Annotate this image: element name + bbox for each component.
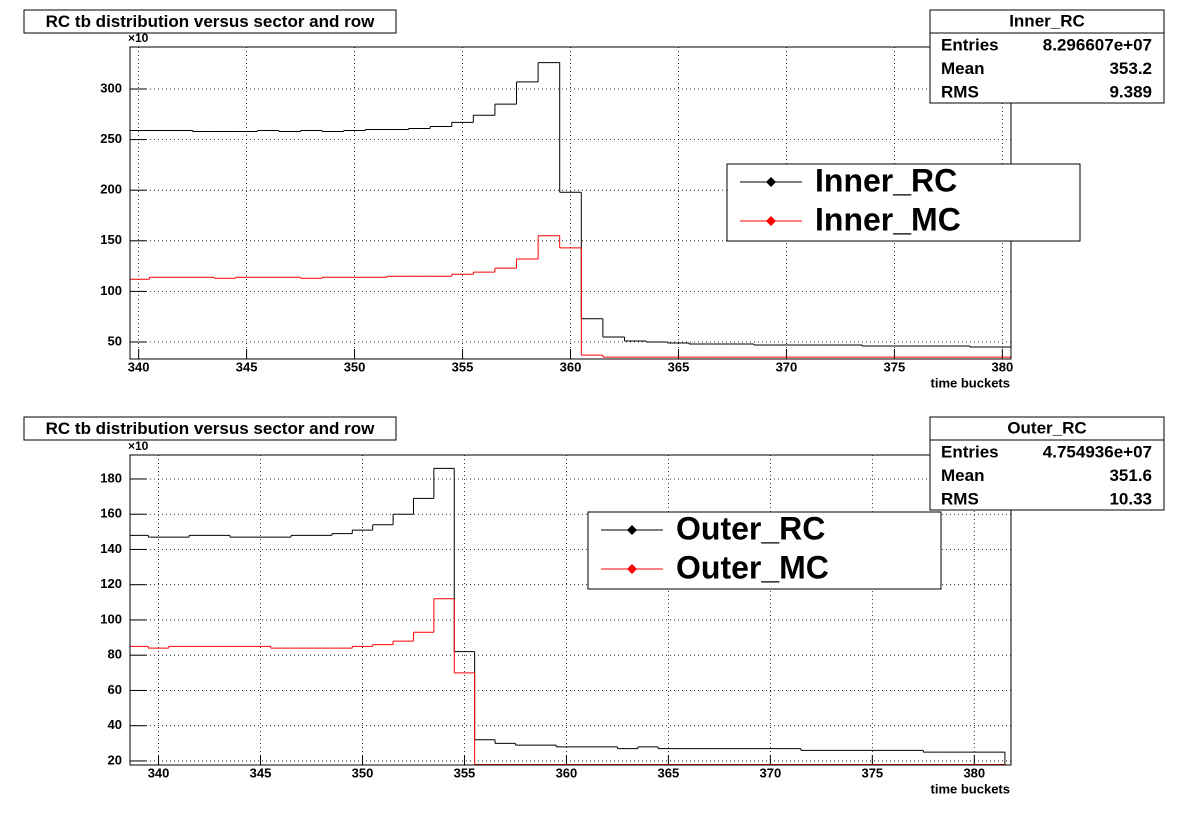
plot-area bbox=[130, 467, 1006, 765]
legend-label: Inner_MC bbox=[815, 201, 961, 237]
y-tick-label: 40 bbox=[108, 717, 122, 732]
legend-marker bbox=[766, 177, 776, 187]
x-tick-label: 375 bbox=[861, 765, 883, 780]
stats-label: Mean bbox=[941, 59, 984, 78]
y-multiplier: ×10 bbox=[128, 31, 149, 45]
y-tick-label: 140 bbox=[100, 541, 122, 556]
legend-label: Inner_RC bbox=[815, 162, 957, 198]
legend-marker bbox=[627, 525, 637, 535]
y-tick-label: 50 bbox=[108, 333, 122, 348]
title-box bbox=[23, 9, 397, 34]
stats-label: Entries bbox=[941, 442, 999, 461]
plot-area bbox=[130, 62, 1011, 358]
x-tick-label: 370 bbox=[760, 765, 782, 780]
plot-frame bbox=[129, 454, 1012, 766]
legend-label: Outer_MC bbox=[676, 549, 829, 585]
y-tick-label: 20 bbox=[108, 752, 122, 767]
y-tick-label: 120 bbox=[100, 576, 122, 591]
y-tick-label: 160 bbox=[100, 506, 122, 521]
stats-label: Mean bbox=[941, 466, 984, 485]
x-tick-label: 380 bbox=[992, 359, 1014, 374]
x-tick-label: 340 bbox=[128, 359, 150, 374]
stats-value: 10.33 bbox=[1109, 489, 1152, 508]
stats-label: Entries bbox=[941, 35, 999, 54]
stats-value: 351.6 bbox=[1109, 466, 1152, 485]
x-axis-label: time buckets bbox=[931, 781, 1010, 796]
y-tick-label: 80 bbox=[108, 647, 122, 662]
x-axis-label: time buckets bbox=[931, 375, 1010, 390]
legend-label: Outer_RC bbox=[676, 510, 825, 546]
chart-title: RC tb distribution versus sector and row bbox=[46, 12, 375, 31]
x-tick-label: 375 bbox=[884, 359, 906, 374]
x-tick-label: 370 bbox=[776, 359, 798, 374]
x-tick-label: 380 bbox=[963, 765, 985, 780]
stats-label: RMS bbox=[941, 489, 979, 508]
y-tick-label: 200 bbox=[100, 182, 122, 197]
legend-marker bbox=[766, 216, 776, 226]
legend-box bbox=[587, 511, 942, 590]
stats-box bbox=[929, 9, 1165, 104]
legend-box bbox=[726, 163, 1081, 242]
x-tick-label: 355 bbox=[454, 765, 476, 780]
x-tick-label: 340 bbox=[148, 765, 170, 780]
x-tick-label: 345 bbox=[236, 359, 258, 374]
stats-label: RMS bbox=[941, 82, 979, 101]
stats-box bbox=[929, 416, 1165, 511]
x-tick-label: 360 bbox=[560, 359, 582, 374]
stats-title: Outer_RC bbox=[1007, 418, 1086, 437]
stats-title: Inner_RC bbox=[1009, 11, 1085, 30]
y-tick-label: 100 bbox=[100, 283, 122, 298]
y-multiplier: ×10 bbox=[128, 439, 149, 453]
y-tick-label: 60 bbox=[108, 682, 122, 697]
x-tick-label: 365 bbox=[668, 359, 690, 374]
stats-value: 353.2 bbox=[1109, 59, 1152, 78]
x-tick-label: 350 bbox=[344, 359, 366, 374]
x-tick-label: 365 bbox=[658, 765, 680, 780]
x-tick-label: 350 bbox=[352, 765, 374, 780]
stats-value: 8.296607e+07 bbox=[1043, 35, 1152, 54]
y-tick-label: 150 bbox=[100, 232, 122, 247]
chart-title: RC tb distribution versus sector and row bbox=[46, 419, 375, 438]
y-tick-label: 250 bbox=[100, 131, 122, 146]
x-tick-label: 355 bbox=[452, 359, 474, 374]
title-box bbox=[23, 416, 397, 441]
x-tick-label: 345 bbox=[250, 765, 272, 780]
y-tick-label: 300 bbox=[100, 80, 122, 95]
legend-marker bbox=[627, 564, 637, 574]
y-tick-label: 100 bbox=[100, 611, 122, 626]
x-tick-label: 360 bbox=[556, 765, 578, 780]
stats-value: 9.389 bbox=[1109, 82, 1152, 101]
y-tick-label: 180 bbox=[100, 470, 122, 485]
stats-value: 4.754936e+07 bbox=[1043, 442, 1152, 461]
